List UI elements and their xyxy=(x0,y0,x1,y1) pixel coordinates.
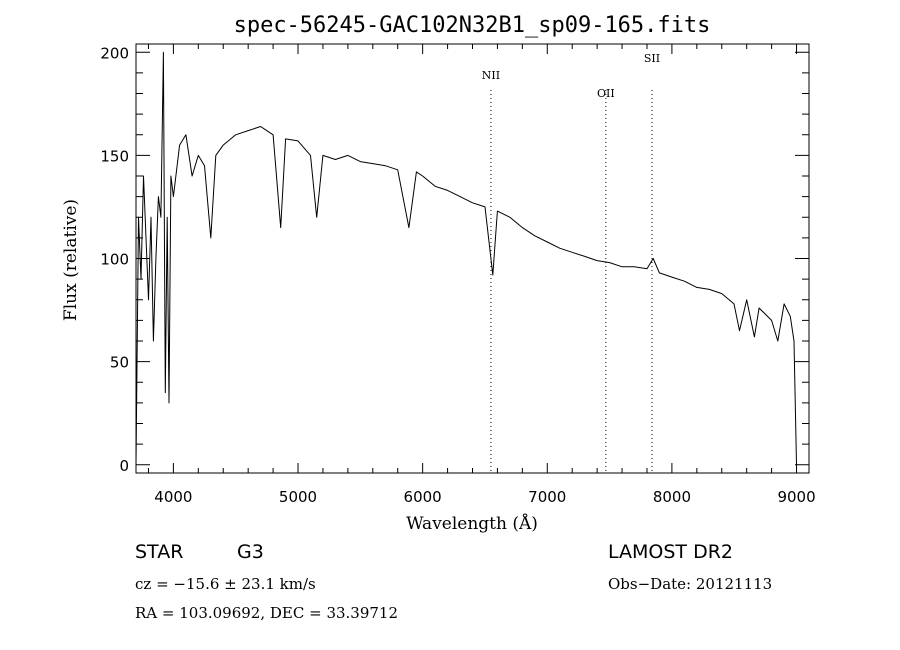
object-subclass: G3 xyxy=(237,541,264,563)
x-tick-label: 5000 xyxy=(279,488,317,506)
object-class: STAR xyxy=(135,541,184,563)
x-axis-ticks: 4000 5000 6000 7000 8000 9000 xyxy=(147,44,816,506)
x-tick-label: 7000 xyxy=(528,488,566,506)
x-tick-label: 9000 xyxy=(777,488,815,506)
survey-name: LAMOST DR2 xyxy=(608,541,733,563)
line-marker-label: OII xyxy=(597,87,615,100)
y-tick-label: 200 xyxy=(100,44,129,62)
x-tick-label: 8000 xyxy=(653,488,691,506)
spectrum-series xyxy=(135,51,797,465)
emission-line-markers: NII OII SII xyxy=(482,52,660,473)
spectrum-line-0 xyxy=(135,51,797,465)
y-tick-label: 150 xyxy=(100,147,129,165)
y-tick-label: 100 xyxy=(100,251,129,269)
x-tick-label: 6000 xyxy=(404,488,442,506)
line-marker-label: SII xyxy=(644,52,660,65)
y-axis-ticks: 0 50 100 150 200 xyxy=(100,44,809,475)
y-tick-label: 50 xyxy=(110,354,129,372)
line-marker-label: NII xyxy=(482,69,500,82)
y-tick-label: 0 xyxy=(119,457,129,475)
redshift-velocity: cz = −15.6 ± 23.1 km/s xyxy=(135,575,316,593)
observation-date: Obs−Date: 20121113 xyxy=(608,575,773,593)
y-axis-label: Flux (relative) xyxy=(61,199,81,321)
chart-title: spec-56245-GAC102N32B1_sp09-165.fits xyxy=(234,13,711,38)
ra-dec-coordinates: RA = 103.09692, DEC = 33.39712 xyxy=(135,604,399,622)
x-axis-label: Wavelength (Å) xyxy=(406,513,538,534)
x-tick-label: 4000 xyxy=(154,488,192,506)
plot-frame xyxy=(135,43,810,474)
